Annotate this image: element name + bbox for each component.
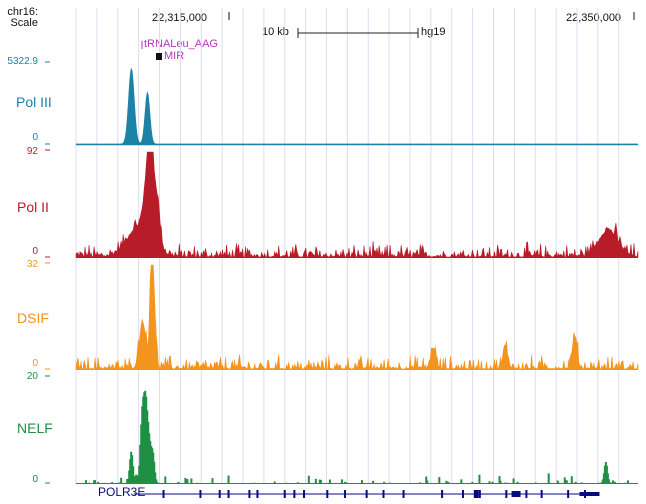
gene-exon [402, 490, 405, 498]
position-left-label: 22,315,000 [152, 12, 208, 24]
pol-iii-ymin-label: 0 [32, 132, 38, 143]
gene-exon [382, 490, 385, 498]
track-name-pol-ii: Pol II [17, 199, 49, 215]
gene-exon [540, 490, 543, 498]
gene-exon [473, 490, 479, 498]
dsif-ymin-label: 0 [32, 358, 38, 369]
track-name-dsif: DSIF [17, 310, 49, 326]
gene-name-label: POLR3E [98, 485, 146, 499]
gene-exon [511, 491, 521, 497]
signal-pol-iii [76, 68, 638, 145]
mir-label: MIR [164, 50, 185, 62]
nelf-ymin-label: 0 [32, 474, 38, 485]
gene-exon [218, 490, 221, 498]
gene-exon [461, 490, 464, 498]
gene-exon [567, 490, 570, 498]
signal-pol-ii [75, 151, 639, 259]
signal-dsif [75, 264, 639, 371]
gene-exon [293, 490, 296, 498]
gene-exon [478, 490, 481, 498]
position-right-label: 22,350,000 [566, 12, 622, 24]
scalebar-label: 10 kb [262, 26, 289, 38]
trna-label: tRNALeu_AAG [144, 38, 218, 50]
gene-exon [256, 490, 259, 498]
scale-label: Scale [10, 17, 38, 29]
gene-exon [441, 490, 444, 498]
pol-ii-ymax-label: 92 [26, 146, 38, 157]
dsif-ymax-label: 32 [26, 259, 38, 270]
gene-exon [343, 490, 346, 498]
chrom-label: chr16: [7, 6, 38, 18]
gene-exon [326, 490, 329, 498]
gene-exon [283, 490, 286, 498]
gene-exon [505, 490, 508, 498]
gene-exon [365, 490, 368, 498]
gene-exon [199, 490, 202, 498]
gene-exon [227, 490, 230, 498]
nelf-ymax-label: 20 [26, 371, 38, 382]
gene-exon [525, 490, 528, 498]
pol-iii-ymax-label: 5322.9 [7, 56, 38, 67]
gene-exon [248, 490, 251, 498]
gene-utr [579, 492, 600, 496]
pol-ii-ymin-label: 0 [32, 246, 38, 257]
gene-exon [303, 490, 306, 498]
mir-feature [156, 53, 162, 60]
signal-nelf [85, 390, 629, 483]
track-name-nelf: NELF [17, 420, 53, 436]
gene-exon [162, 490, 165, 498]
track-name-pol-iii: Pol III [16, 94, 52, 110]
assembly-label: hg19 [421, 26, 446, 38]
